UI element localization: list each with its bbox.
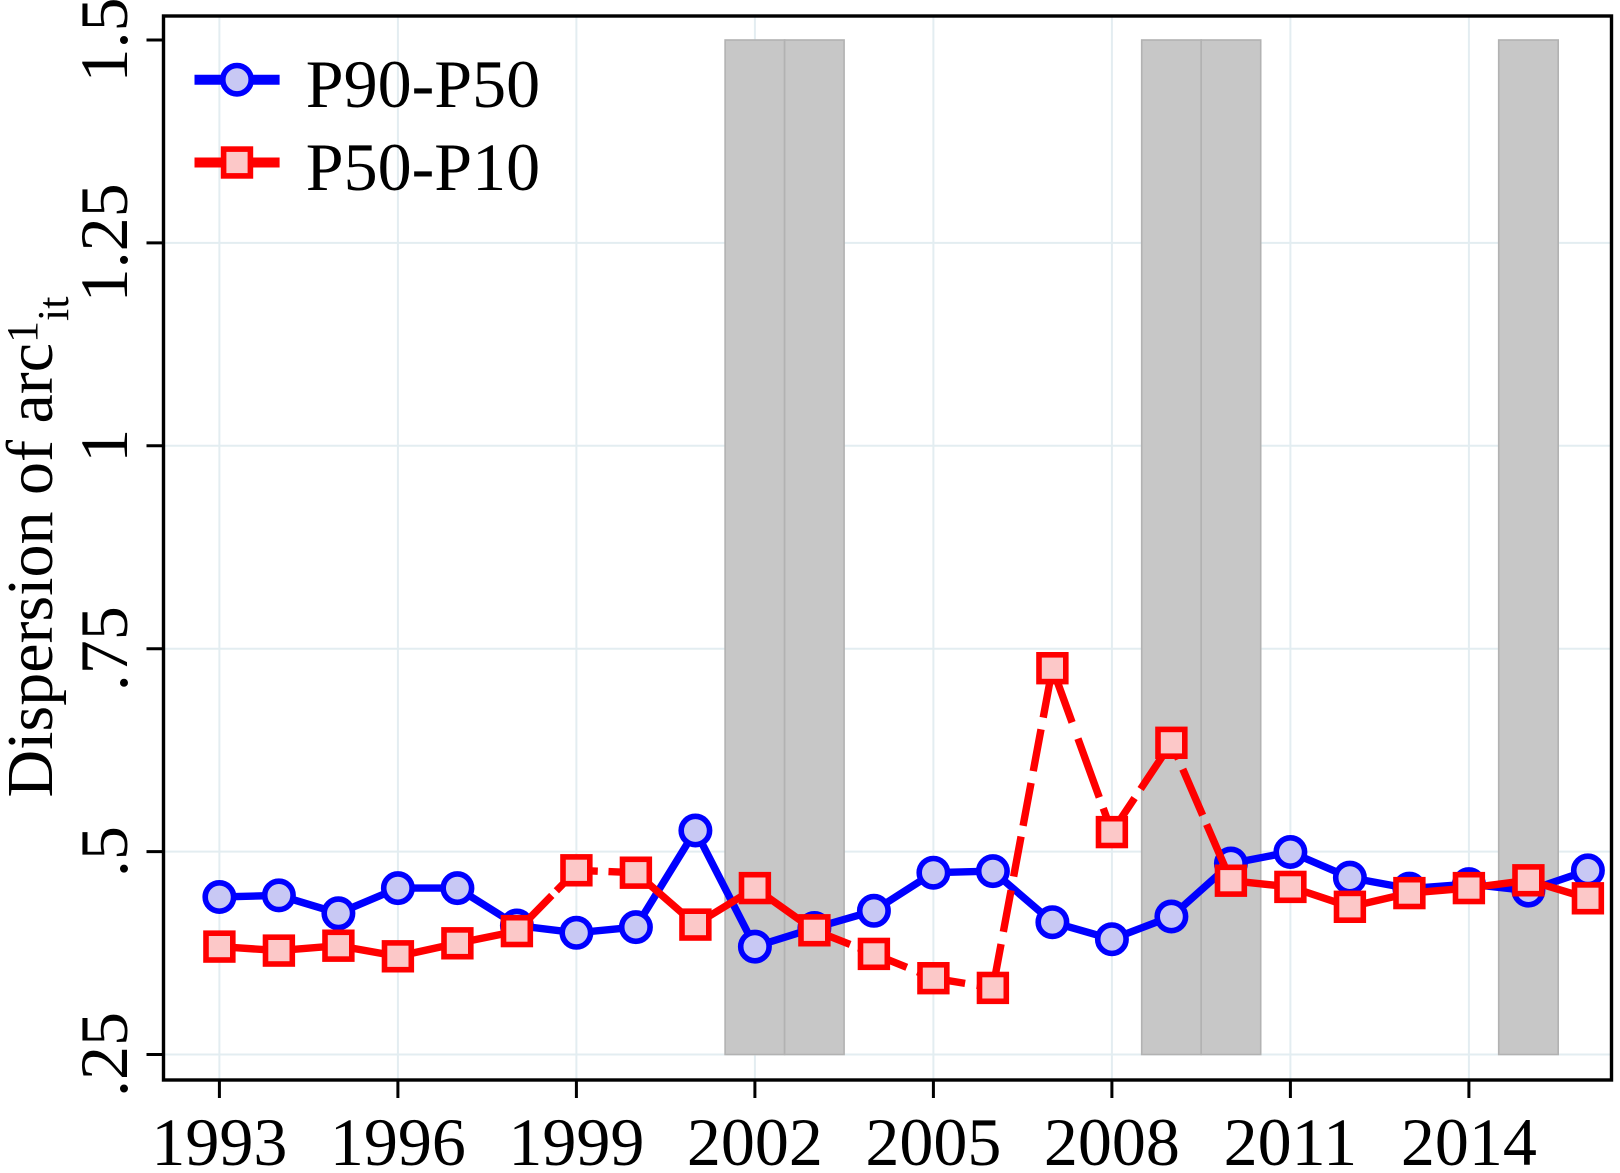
svg-text:P50-P10: P50-P10: [306, 129, 540, 205]
svg-text:2002: 2002: [687, 1104, 823, 1173]
svg-text:1: 1: [66, 429, 142, 463]
svg-text:1.25: 1.25: [66, 183, 142, 302]
svg-text:.5: .5: [66, 826, 142, 877]
svg-text:1.5: 1.5: [66, 0, 142, 83]
svg-text:2014: 2014: [1401, 1104, 1537, 1173]
svg-text:Dispersion of arc1it: Dispersion of arc1it: [0, 297, 78, 798]
svg-text:2011: 2011: [1224, 1104, 1357, 1173]
svg-text:.25: .25: [66, 1012, 142, 1097]
svg-text:2005: 2005: [865, 1104, 1001, 1173]
svg-text:1996: 1996: [330, 1104, 466, 1173]
svg-text:1999: 1999: [508, 1104, 644, 1173]
svg-text:P90-P50: P90-P50: [306, 46, 540, 122]
svg-text:.75: .75: [66, 606, 142, 691]
svg-text:2008: 2008: [1044, 1104, 1180, 1173]
svg-text:1993: 1993: [151, 1104, 287, 1173]
